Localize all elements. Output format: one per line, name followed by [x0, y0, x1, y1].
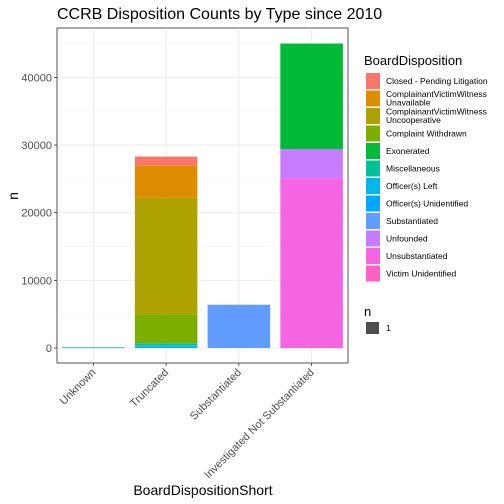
- y-axis: 0 10000 20000 30000 40000: [21, 72, 57, 355]
- y-tick-label: 40000: [21, 72, 52, 84]
- legend-key: [366, 196, 380, 212]
- bar-segment: [135, 165, 198, 197]
- legend-key: [366, 91, 380, 107]
- size-legend: n 1: [364, 304, 391, 334]
- legend-key: [366, 248, 380, 264]
- legend-key: [366, 231, 380, 247]
- legend-key: [366, 213, 380, 229]
- legend-key: [366, 161, 380, 177]
- bar-segment: [280, 44, 343, 150]
- legend-title: BoardDisposition: [364, 53, 462, 68]
- legend-key: [366, 266, 380, 282]
- legend-key: [366, 143, 380, 159]
- legend-label: Substantiated: [386, 216, 438, 226]
- bar-segment: [135, 345, 198, 346]
- x-tick-label: Substantiated: [188, 367, 244, 423]
- size-legend-key: [366, 322, 379, 334]
- y-tick-label: 10000: [21, 275, 52, 287]
- legend-label: ComplainantVictimWitness Unavailable: [386, 89, 487, 108]
- bar-segment: [208, 305, 271, 348]
- size-legend-label: 1: [386, 323, 391, 333]
- legend-key: [366, 178, 380, 194]
- legend-label: Officer(s) Left: [386, 181, 438, 191]
- legend-key: [366, 73, 380, 89]
- bar-segment: [280, 178, 343, 348]
- bar-segment: [135, 157, 198, 166]
- legend-label: Unfounded: [386, 234, 428, 244]
- legend-label: Officer(s) Unidentified: [386, 199, 468, 209]
- legend-key: [366, 108, 380, 124]
- legend-label: Complaint Withdrawn: [386, 129, 467, 139]
- legend-label: Victim Unidentified: [386, 269, 457, 279]
- bar-segment: [135, 314, 198, 343]
- legend-label: Exonerated: [386, 146, 430, 156]
- legend-key: [366, 126, 380, 142]
- bar-segment: [135, 343, 198, 345]
- bar-segment: [135, 198, 198, 314]
- y-tick-label: 0: [46, 343, 52, 355]
- size-legend-title: n: [364, 304, 371, 319]
- legend-label: ComplainantVictimWitness Uncooperative: [386, 107, 487, 126]
- legend: BoardDisposition Closed - Pending Litiga…: [364, 53, 488, 282]
- legend-label: Unsubstantiated: [386, 251, 448, 261]
- legend-label: Closed - Pending Litigation: [386, 76, 488, 86]
- y-tick-label: 30000: [21, 140, 52, 152]
- x-axis-title: BoardDispositionShort: [133, 482, 272, 498]
- chart-title: CCRB Disposition Counts by Type since 20…: [57, 6, 382, 23]
- x-tick-label: Truncated: [128, 367, 171, 410]
- bar-segment: [280, 149, 343, 178]
- x-axis: Unknown Truncated SubstantiatedInvestigate…: [58, 363, 317, 481]
- bar-segment: [62, 347, 125, 348]
- y-axis-title: n: [5, 192, 21, 200]
- x-tick-label: Unknown: [58, 367, 99, 408]
- bar-segment: [135, 347, 198, 348]
- y-tick-label: 20000: [21, 208, 52, 220]
- legend-label: Miscellaneous: [386, 164, 440, 174]
